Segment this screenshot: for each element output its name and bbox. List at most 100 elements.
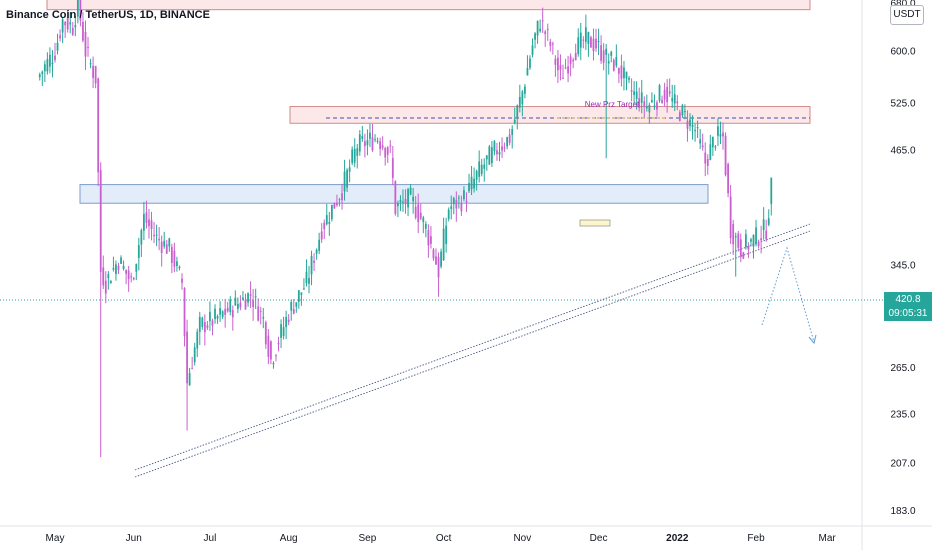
candle-body <box>176 261 178 266</box>
candle-body <box>82 21 84 41</box>
candle-body <box>640 92 643 103</box>
candle-body <box>318 239 321 251</box>
candle-body <box>755 227 757 244</box>
candle-body <box>620 65 623 79</box>
candle-body <box>64 21 67 26</box>
candle-body <box>163 240 166 247</box>
candle-body <box>493 141 496 152</box>
candle-body <box>196 331 199 349</box>
candle-body <box>717 126 719 136</box>
candle-body <box>470 176 473 190</box>
candle-body <box>409 187 412 195</box>
candle-body <box>615 56 618 66</box>
candle-body <box>582 39 585 41</box>
candle-body <box>747 246 750 250</box>
candle-body <box>363 141 366 147</box>
candle-body <box>617 67 620 74</box>
candle-body <box>120 257 122 264</box>
candle-body <box>524 86 526 94</box>
x-tick-label: Feb <box>747 533 765 544</box>
candle-body <box>762 219 765 231</box>
y-axis[interactable]: 1100.0900.0800.0680.0600.0525.0465.0345.… <box>888 0 918 517</box>
candle-body <box>709 144 712 161</box>
candle-body <box>170 246 173 263</box>
candle-body <box>498 152 501 155</box>
candle-body <box>356 148 359 156</box>
candle-body <box>704 152 707 164</box>
candle-body <box>402 201 404 203</box>
candle-body <box>353 148 356 163</box>
candle-body <box>178 266 181 269</box>
candle-body <box>592 38 595 51</box>
candle-body <box>549 41 552 46</box>
candle-body <box>259 310 262 312</box>
candle-body <box>87 47 89 49</box>
candles-layer <box>38 0 773 458</box>
candle-body <box>160 241 163 253</box>
candle-body <box>386 147 389 155</box>
candle-body <box>292 309 295 314</box>
candle-body <box>391 158 394 178</box>
candle-body <box>739 239 742 257</box>
candle-body <box>437 257 440 278</box>
candle-body <box>496 150 498 155</box>
candle-body <box>107 274 110 279</box>
candle-body <box>277 342 280 345</box>
candle-body <box>752 234 755 247</box>
candle-body <box>600 45 602 61</box>
candle-body <box>623 67 625 79</box>
candle-body <box>122 265 125 270</box>
candle-body <box>597 40 600 43</box>
projection-path <box>761 246 815 343</box>
candle-body <box>651 100 653 103</box>
candle-body <box>440 251 442 267</box>
candle-body <box>480 164 483 175</box>
candle-body <box>414 206 417 218</box>
candle-body <box>450 206 453 210</box>
candle-body <box>541 20 544 22</box>
candle-body <box>297 290 300 302</box>
candle-body <box>201 317 204 327</box>
candle-body <box>310 255 313 275</box>
x-tick-label: 2022 <box>666 533 689 544</box>
candle-body <box>442 228 445 261</box>
candle-body <box>145 212 148 223</box>
candle-body <box>602 50 605 63</box>
candle-body <box>633 91 636 96</box>
candle-body <box>323 222 326 230</box>
candle-body <box>270 341 272 360</box>
overlay-layer <box>761 246 817 345</box>
candle-body <box>729 196 732 239</box>
candle-body <box>483 164 486 169</box>
candle-body <box>417 204 420 223</box>
candle-body <box>351 149 354 163</box>
candle-body <box>511 128 514 135</box>
candle-body <box>328 221 331 224</box>
candle-body <box>191 368 194 370</box>
candle-body <box>54 55 56 61</box>
candle-body <box>203 322 206 333</box>
candle-body <box>140 230 143 245</box>
y-tick-label: 183.0 <box>890 506 915 517</box>
y-tick-label: 525.0 <box>890 98 915 109</box>
candle-body <box>38 74 41 78</box>
candle-body <box>506 137 509 147</box>
candle-body <box>376 140 379 142</box>
candle-body <box>501 146 503 151</box>
candle-body <box>513 119 516 123</box>
candle-body <box>722 132 724 137</box>
currency-selector[interactable]: USDT <box>890 5 924 25</box>
candle-body <box>275 355 277 357</box>
x-axis[interactable]: May Jun Jul Aug Sep Oct Nov Dec 2022 Feb Mar <box>46 533 837 544</box>
candle-body <box>452 198 455 205</box>
target-label: New Prz Target <box>585 100 640 109</box>
candle-body <box>224 308 227 315</box>
candle-body <box>135 263 138 272</box>
candle-body <box>313 260 315 263</box>
candle-body <box>264 322 267 345</box>
candle-body <box>333 202 336 209</box>
candle-body <box>239 302 242 308</box>
candle-body <box>744 234 747 247</box>
candle-body <box>765 230 768 240</box>
